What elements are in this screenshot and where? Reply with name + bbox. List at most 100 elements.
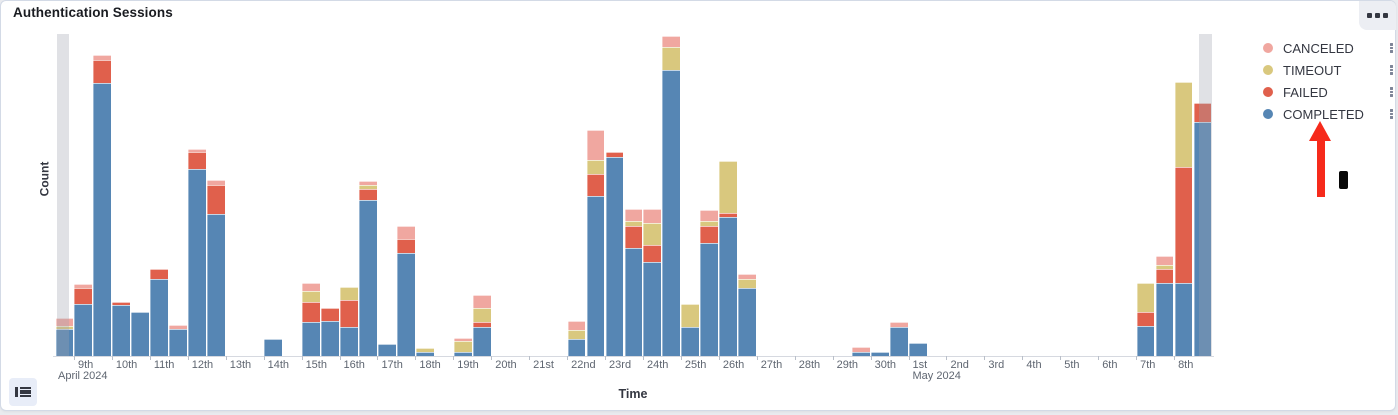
- bar-segment-timeout[interactable]: [340, 287, 358, 300]
- bar-segment-canceled[interactable]: [852, 347, 870, 352]
- bar-segment-completed[interactable]: [264, 339, 282, 356]
- bar-segment-completed[interactable]: [358, 200, 377, 356]
- bar-segment-failed[interactable]: [1174, 167, 1193, 283]
- bar-segment-completed[interactable]: [112, 305, 131, 356]
- bar-segment-failed[interactable]: [1193, 103, 1212, 122]
- bar-segment-completed[interactable]: [871, 352, 889, 356]
- bar-segment-completed[interactable]: [1174, 283, 1193, 356]
- bar-segment-completed[interactable]: [1193, 122, 1212, 356]
- bar-segment-canceled[interactable]: [700, 210, 719, 221]
- bar-segment-completed[interactable]: [55, 329, 74, 356]
- bar-segment-completed[interactable]: [207, 214, 225, 356]
- bar-segment-failed[interactable]: [358, 189, 377, 200]
- panel-options-button[interactable]: [1359, 1, 1396, 30]
- bar-segment-canceled[interactable]: [662, 36, 681, 47]
- bar-segment-completed[interactable]: [415, 352, 434, 356]
- bar-segment-completed[interactable]: [605, 157, 624, 356]
- bar-segment-timeout[interactable]: [358, 185, 377, 189]
- bar-segment-canceled[interactable]: [453, 338, 472, 341]
- bar-segment-canceled[interactable]: [472, 295, 491, 308]
- bar-segment-failed[interactable]: [396, 239, 415, 253]
- bar-segment-failed[interactable]: [624, 226, 643, 248]
- bar-segment-completed[interactable]: [1155, 283, 1174, 356]
- bar-segment-canceled[interactable]: [188, 149, 207, 152]
- bar-segment-canceled[interactable]: [1155, 256, 1174, 265]
- bar-segment-failed[interactable]: [207, 185, 225, 214]
- bar-segment-canceled[interactable]: [302, 283, 320, 291]
- bar-segment-canceled[interactable]: [169, 325, 188, 329]
- bar-segment-completed[interactable]: [74, 304, 93, 356]
- bar-segment-completed[interactable]: [738, 288, 757, 356]
- bar-segment-canceled[interactable]: [358, 181, 377, 185]
- bar-segment-canceled[interactable]: [207, 180, 225, 185]
- bar-segment-completed[interactable]: [131, 312, 150, 356]
- legend-toggle-button[interactable]: [9, 378, 37, 406]
- bar-segment-failed[interactable]: [93, 60, 112, 83]
- bar-segment-completed[interactable]: [662, 70, 681, 356]
- bar-segment-completed[interactable]: [302, 322, 320, 356]
- bar-segment-canceled[interactable]: [890, 322, 908, 327]
- legend-label[interactable]: FAILED: [1283, 84, 1328, 100]
- bar-segment-failed[interactable]: [719, 213, 738, 217]
- bar-segment-timeout[interactable]: [624, 221, 643, 226]
- legend-item-timeout[interactable]: TIMEOUT: [1263, 59, 1395, 81]
- bar-segment-canceled[interactable]: [586, 130, 605, 160]
- legend-actions-icon[interactable]: [1388, 63, 1396, 77]
- bar-segment-timeout[interactable]: [1155, 265, 1174, 269]
- legend-item-failed[interactable]: FAILED: [1263, 81, 1395, 103]
- bar-segment-failed[interactable]: [700, 226, 719, 243]
- bar-segment-failed[interactable]: [340, 300, 358, 327]
- bar-segment-failed[interactable]: [1155, 269, 1174, 283]
- bar-segment-canceled[interactable]: [396, 226, 415, 239]
- bar-segment-completed[interactable]: [890, 327, 908, 356]
- bar-segment-canceled[interactable]: [624, 209, 643, 221]
- bar-segment-failed[interactable]: [302, 302, 320, 322]
- legend-label[interactable]: CANCELED: [1283, 40, 1354, 56]
- bar-segment-completed[interactable]: [567, 339, 586, 356]
- bar-segment-timeout[interactable]: [1136, 283, 1155, 312]
- bar-segment-timeout[interactable]: [662, 47, 681, 70]
- bar-segment-failed[interactable]: [321, 308, 339, 321]
- bar-segment-completed[interactable]: [586, 196, 605, 356]
- bar-segment-completed[interactable]: [377, 344, 396, 356]
- bar-segment-timeout[interactable]: [472, 308, 491, 322]
- bar-segment-completed[interactable]: [321, 321, 339, 356]
- bar-segment-completed[interactable]: [1136, 326, 1155, 356]
- bar-segment-timeout[interactable]: [700, 221, 719, 226]
- legend-actions-icon[interactable]: [1388, 41, 1396, 55]
- bar-segment-failed[interactable]: [112, 302, 131, 305]
- bar-segment-canceled[interactable]: [738, 274, 757, 279]
- bar-segment-timeout[interactable]: [1174, 82, 1193, 167]
- bar-segment-timeout[interactable]: [738, 279, 757, 288]
- bar-segment-completed[interactable]: [150, 279, 169, 356]
- legend-item-completed[interactable]: COMPLETED: [1263, 103, 1395, 125]
- bar-segment-completed[interactable]: [909, 343, 927, 356]
- bar-segment-completed[interactable]: [340, 327, 358, 356]
- bar-segment-completed[interactable]: [719, 217, 738, 356]
- bar-segment-completed[interactable]: [643, 262, 662, 356]
- bar-segment-timeout[interactable]: [415, 348, 434, 352]
- bar-segment-failed[interactable]: [1136, 312, 1155, 326]
- bar-segment-failed[interactable]: [586, 174, 605, 196]
- bar-segment-completed[interactable]: [188, 169, 207, 356]
- bar-segment-timeout[interactable]: [586, 160, 605, 174]
- bar-segment-failed[interactable]: [150, 269, 169, 279]
- bar-segment-failed[interactable]: [74, 288, 93, 304]
- bar-segment-completed[interactable]: [624, 248, 643, 356]
- bar-segment-timeout[interactable]: [567, 330, 586, 339]
- bar-segment-timeout[interactable]: [719, 161, 738, 213]
- legend-item-canceled[interactable]: CANCELED: [1263, 37, 1395, 59]
- bar-segment-timeout[interactable]: [55, 326, 74, 329]
- bar-segment-canceled[interactable]: [55, 318, 74, 326]
- bar-segment-completed[interactable]: [93, 83, 112, 356]
- legend-actions-icon[interactable]: [1388, 107, 1396, 121]
- bar-segment-canceled[interactable]: [643, 209, 662, 223]
- bar-segment-completed[interactable]: [453, 352, 472, 356]
- bar-segment-completed[interactable]: [472, 327, 491, 356]
- bar-segment-completed[interactable]: [169, 329, 188, 356]
- legend-actions-icon[interactable]: [1388, 85, 1396, 99]
- bar-segment-failed[interactable]: [188, 152, 207, 169]
- bar-segment-timeout[interactable]: [681, 304, 700, 327]
- legend-label[interactable]: COMPLETED: [1283, 106, 1364, 122]
- bar-segment-timeout[interactable]: [453, 341, 472, 352]
